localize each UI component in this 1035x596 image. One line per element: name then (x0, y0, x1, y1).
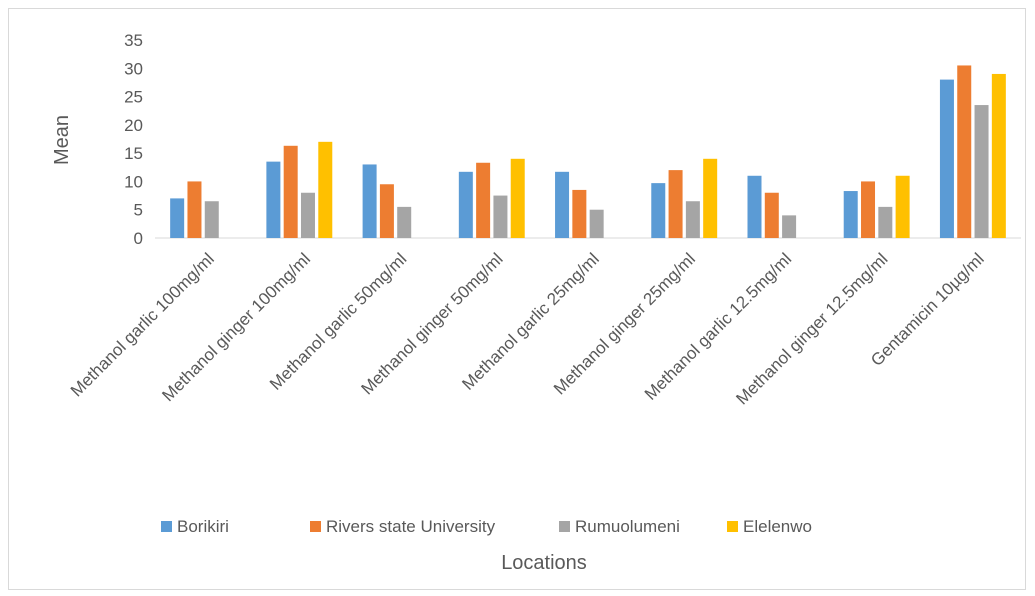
y-axis-ticks: 0 5 10 15 20 25 30 35 (124, 31, 143, 248)
bar (957, 65, 972, 238)
bar (668, 170, 683, 238)
legend-swatch (310, 521, 321, 532)
y-axis-title: Mean (51, 115, 73, 165)
y-tick-label: 10 (124, 172, 143, 191)
bar (843, 191, 858, 238)
bar (572, 189, 587, 238)
bar (266, 161, 281, 238)
y-tick-label: 0 (134, 229, 143, 248)
bar (589, 209, 604, 238)
bar (283, 145, 298, 238)
x-axis-title: Locations (501, 552, 587, 574)
bar (991, 73, 1006, 238)
bar (170, 198, 185, 238)
y-tick-label: 35 (124, 31, 143, 50)
legend: Borikiri Rivers state University Rumuolume… (161, 517, 812, 536)
legend-swatch (727, 521, 738, 532)
y-tick-label: 30 (124, 59, 143, 78)
bar (379, 184, 394, 238)
bar (362, 164, 377, 238)
bar (300, 192, 315, 238)
bar (318, 141, 333, 238)
bar (974, 105, 989, 238)
bar (685, 201, 700, 238)
bar (204, 201, 219, 238)
x-category-label: Methanol ginger 12.5mg/ml (732, 249, 891, 408)
y-tick-label: 25 (124, 88, 143, 107)
chart-frame: 0 5 10 15 20 25 30 35 Methanol garlic 100mg/ml M… (8, 8, 1026, 590)
bar (458, 171, 473, 238)
legend-label: Borikiri (177, 517, 229, 536)
y-tick-label: 20 (124, 116, 143, 135)
bar (510, 158, 525, 238)
bar (476, 162, 491, 238)
bars (170, 65, 1006, 238)
bar (878, 206, 893, 238)
bar (493, 195, 508, 238)
y-tick-label: 15 (124, 144, 143, 163)
bar (861, 181, 876, 238)
bar (397, 206, 412, 238)
bar (187, 181, 202, 238)
y-tick-label: 5 (134, 201, 143, 220)
bar (651, 183, 666, 238)
bar (764, 192, 779, 238)
legend-swatch (161, 521, 172, 532)
bar (782, 215, 797, 238)
legend-label: Elelenwo (743, 517, 812, 536)
bar (703, 158, 718, 238)
bar (895, 175, 910, 238)
bar-chart: 0 5 10 15 20 25 30 35 Methanol garlic 100mg/mlM… (51, 31, 1021, 574)
legend-label: Rivers state University (326, 517, 496, 536)
legend-swatch (559, 521, 570, 532)
bar (747, 175, 762, 238)
bar (555, 171, 570, 238)
bar (939, 79, 954, 238)
legend-label: Rumuolumeni (575, 517, 680, 536)
